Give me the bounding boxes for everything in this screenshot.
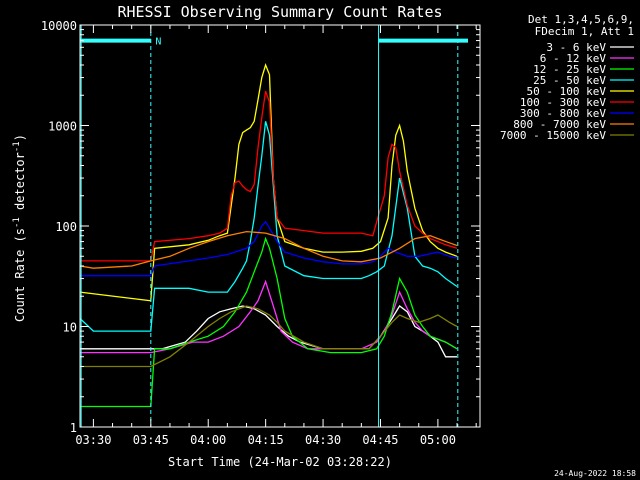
- series-layer: [79, 63, 458, 408]
- x-axis-label: Start Time (24-Mar-02 03:28:22): [168, 455, 392, 469]
- overlay-layer: N: [80, 25, 468, 427]
- legend-label-6: 300 - 800 keV: [520, 107, 606, 120]
- series-line-3: [79, 121, 458, 332]
- legend-label-8: 7000 - 15000 keV: [500, 129, 606, 142]
- y-tick-label-0: 1: [70, 421, 77, 435]
- series-line-4: [79, 63, 458, 302]
- x-tick-label-2: 04:00: [190, 433, 226, 447]
- y-tick-label-4: 10000: [41, 19, 77, 33]
- x-tick-label-1: 03:45: [133, 433, 169, 447]
- legend-label-4: 50 - 100 keV: [527, 85, 607, 98]
- legend-label-7: 800 - 7000 keV: [513, 118, 606, 131]
- legend-label-0: 3 - 6 keV: [546, 41, 606, 54]
- x-tick-label-6: 05:00: [420, 433, 456, 447]
- ticks-layer: 03:30 03:45 04:00 04:15 04:30 04:45 05:00 1 10 10…: [41, 19, 480, 447]
- x-tick-label-0: 03:30: [75, 433, 111, 447]
- x-tick-label-5: 04:45: [362, 433, 398, 447]
- y-tick-label-2: 100: [55, 220, 77, 234]
- legend-label-1: 6 - 12 keV: [540, 52, 607, 65]
- x-tick-label-3: 04:15: [248, 433, 284, 447]
- annotation-marker: N: [155, 37, 161, 48]
- series-line-5: [80, 90, 458, 262]
- series-line-7: [79, 230, 458, 269]
- chart-title: RHESSI Observing Summary Count Rates: [117, 3, 442, 21]
- y-tick-label-1: 10: [63, 321, 77, 335]
- y-axis-label: Count Rate (s-1 detector-1): [12, 134, 27, 322]
- legend: Det 1,3,4,5,6,9,FDecim 1, Att 1 3 - 6 keV…: [500, 13, 634, 142]
- legend-label-5: 100 - 300 keV: [520, 96, 606, 109]
- series-line-6: [80, 220, 458, 277]
- series-line-8: [80, 305, 458, 368]
- y-tick-label-3: 1000: [48, 120, 77, 134]
- footer-timestamp: 24-Aug-2022 18:58: [554, 469, 636, 478]
- legend-label-2: 12 - 25 keV: [533, 63, 606, 76]
- x-tick-label-4: 04:30: [305, 433, 341, 447]
- legend-header-line-1: FDecim 1, Att 1: [535, 25, 634, 38]
- legend-label-3: 25 - 50 keV: [533, 74, 606, 87]
- legend-header-line-0: Det 1,3,4,5,6,9,: [528, 13, 634, 26]
- series-line-2: [80, 236, 458, 408]
